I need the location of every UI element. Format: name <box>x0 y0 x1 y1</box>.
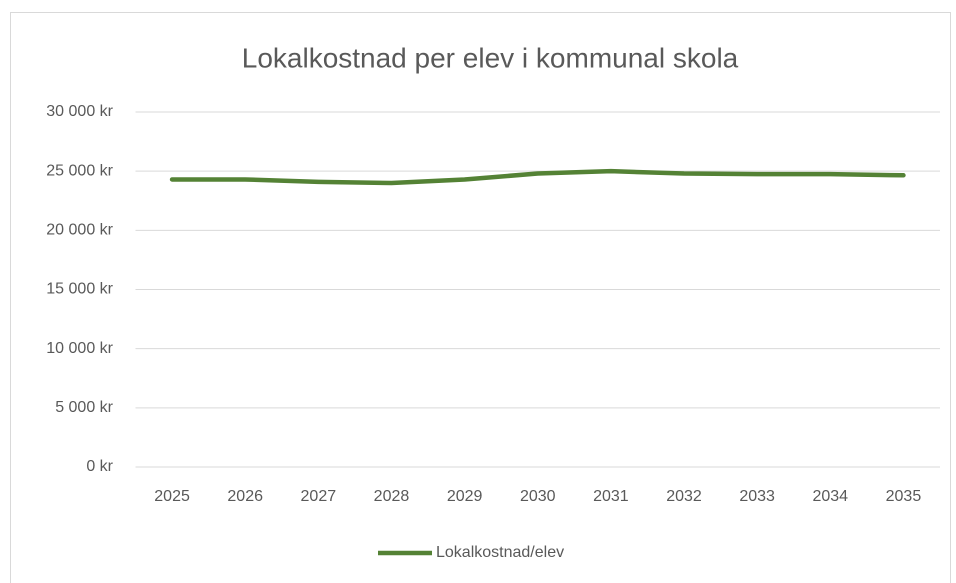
x-tick-label: 2035 <box>886 488 922 505</box>
y-tick-label: 0 kr <box>86 458 113 475</box>
x-tick-label: 2033 <box>739 488 775 505</box>
x-tick-label: 2031 <box>593 488 629 505</box>
data-line <box>169 168 906 186</box>
legend-label: Lokalkostnad/elev <box>436 544 564 561</box>
y-tick-label: 10 000 kr <box>46 340 113 357</box>
x-tick-label: 2025 <box>154 488 190 505</box>
x-tick-label: 2029 <box>447 488 483 505</box>
y-tick-label: 15 000 kr <box>46 281 113 298</box>
y-tick-label: 30 000 kr <box>46 103 113 120</box>
chart-title: Lokalkostnad per elev i kommunal skola <box>242 42 739 73</box>
x-tick-label: 2027 <box>301 488 337 505</box>
y-tick-label: 5 000 kr <box>55 399 113 416</box>
x-tick-label: 2034 <box>812 488 848 505</box>
chart-frame <box>10 12 951 583</box>
x-tick-label: 2026 <box>227 488 263 505</box>
x-tick-label: 2028 <box>374 488 410 505</box>
x-tick-label: 2032 <box>666 488 702 505</box>
y-tick-label: 25 000 kr <box>46 162 113 179</box>
y-tick-label: 20 000 kr <box>46 222 113 239</box>
x-tick-label: 2030 <box>520 488 556 505</box>
